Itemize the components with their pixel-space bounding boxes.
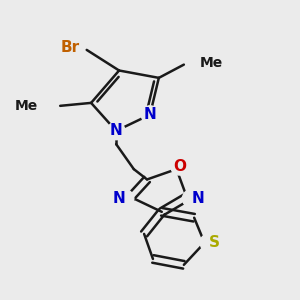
Circle shape (182, 190, 200, 207)
Circle shape (57, 34, 84, 61)
Circle shape (107, 122, 125, 140)
Circle shape (25, 93, 51, 120)
Text: N: N (191, 191, 204, 206)
Text: N: N (144, 107, 156, 122)
Circle shape (187, 50, 213, 76)
Text: N: N (110, 123, 122, 138)
Circle shape (171, 158, 188, 175)
Text: N: N (112, 191, 125, 206)
Circle shape (200, 234, 218, 252)
Text: Br: Br (61, 40, 80, 55)
Text: O: O (173, 159, 186, 174)
Circle shape (141, 106, 159, 124)
Text: S: S (209, 235, 220, 250)
Text: Me: Me (200, 56, 223, 70)
Circle shape (116, 190, 134, 207)
Text: Me: Me (15, 99, 38, 113)
